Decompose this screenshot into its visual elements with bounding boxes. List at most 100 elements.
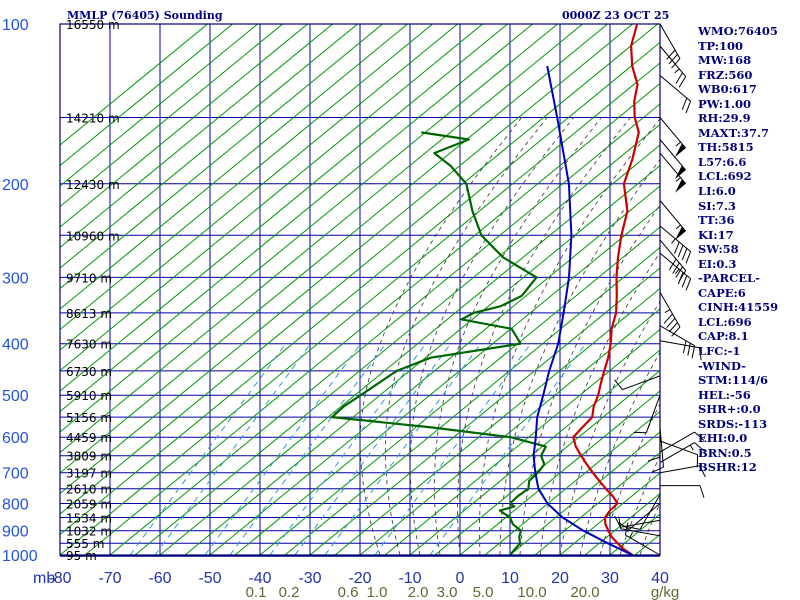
wind-barb-staff: [659, 442, 695, 464]
index-row: KI:17: [698, 227, 734, 242]
index-row: LCL:696: [698, 314, 752, 329]
wind-barb-staff: [659, 431, 695, 453]
mixing-ratio-tick-label: 2.0: [408, 584, 429, 600]
wind-barb-feather: [675, 72, 683, 84]
index-row: LI:6.0: [698, 184, 736, 199]
dry-adiabat-line: [60, 24, 284, 208]
temperature-tick-label: -60: [148, 570, 171, 587]
wind-barb: [659, 465, 706, 478]
index-row: -PARCEL-: [698, 271, 760, 286]
wind-barb: [618, 516, 661, 537]
pressure-unit-label: mb: [33, 570, 55, 587]
wind-barb-feather: [682, 340, 687, 354]
mixing-ratio-labels: 0.1 0.2 0.6 1.0 2.0 3.0 5.0 10.0 20.0 g/kg: [246, 584, 680, 600]
dry-adiabat-line: [60, 24, 559, 433]
mixing-ratio-tick-label: 0.1: [246, 584, 267, 600]
wind-barb-staff: [659, 239, 687, 271]
index-row: L57:6.6: [698, 154, 747, 169]
wind-barb-feather: [681, 275, 688, 288]
dry-adiabat-line: [234, 205, 660, 555]
height-label: 12430 m: [66, 178, 120, 192]
index-row: FRZ:560: [698, 67, 753, 82]
wind-barb-feather: [627, 526, 641, 530]
moist-adiabat-line: [409, 117, 575, 555]
wind-barb: [659, 252, 692, 291]
dry-adiabat-line: [60, 24, 334, 249]
temperature-line: [572, 24, 640, 555]
wind-barb-staff: [659, 340, 700, 349]
dry-adiabat-line: [60, 24, 359, 269]
wind-barb: [659, 340, 702, 361]
temperature-tick-label: 20: [551, 570, 569, 587]
dewpoint-line: [331, 131, 547, 555]
dry-adiabat-line: [60, 24, 484, 372]
index-row: LCL:692: [698, 169, 752, 184]
moist-adiabat-line: [457, 117, 631, 555]
dry-adiabat-line: [60, 24, 659, 515]
index-row: CAP:8.1: [698, 329, 749, 344]
pressure-tick-label: 300: [2, 270, 29, 287]
pressure-tick-label: 500: [2, 388, 29, 405]
height-label: 3197 m: [66, 467, 112, 481]
wind-barb-feather: [694, 442, 705, 452]
wind-barb-staff: [659, 252, 691, 280]
dry-adiabat-line: [109, 103, 660, 555]
wind-barb-half-feather: [689, 444, 694, 451]
wind-barb-feather: [647, 456, 661, 462]
pressure-tick-label: 400: [2, 337, 29, 354]
index-row: WMO:76405: [698, 24, 778, 38]
plot-frame: [59, 23, 661, 557]
wind-barb-feather: [699, 485, 705, 498]
wind-barb-feather: [618, 516, 622, 529]
wind-barb: [659, 325, 696, 359]
temperature-tick-label: -10: [398, 570, 421, 587]
wind-barb: [633, 395, 661, 434]
height-label: 10960 m: [66, 229, 120, 243]
pressure-tick-label: 600: [2, 430, 29, 447]
temperature-tick-label: 30: [601, 570, 619, 587]
wind-barb-staff: [659, 23, 681, 59]
wind-barb-flag: [675, 226, 686, 241]
index-row: LFC:-1: [698, 344, 741, 359]
index-row: SI:7.3: [698, 198, 736, 213]
wind-barb: [614, 375, 661, 391]
wind-barb-feather: [694, 431, 705, 441]
wind-barb-feather: [666, 49, 676, 60]
height-label: 9710 m: [66, 271, 112, 285]
index-row: WB0:617: [698, 82, 757, 97]
temperature-axis-labels: -80 -70 -60 -50 -40 -30 -20 -10 0 10 20 30 40: [48, 570, 669, 587]
wind-barb-feather: [685, 251, 692, 264]
index-row: EI:0.3: [698, 256, 737, 271]
index-row: SW:58: [698, 242, 739, 257]
height-label: 5910 m: [66, 389, 112, 403]
dry-adiabat-line: [60, 24, 584, 454]
index-row: CAPE:6: [698, 285, 746, 300]
wind-barb-feather: [671, 326, 681, 337]
wind-barb: [659, 431, 705, 453]
wind-barb-half-feather: [674, 268, 680, 275]
wind-barb-feather: [677, 272, 684, 285]
dry-adiabat-line: [60, 24, 209, 146]
wind-barb: [659, 225, 692, 264]
index-row: STM:114/6: [698, 373, 769, 388]
moist-adiabat-line: [359, 117, 522, 555]
mixing-ratio-tick-label: 3.0: [437, 584, 458, 600]
wind-barb-feather: [677, 245, 684, 258]
temperature-tick-label: -30: [298, 570, 321, 587]
index-row: -WIND-: [698, 358, 746, 373]
moist-adiabat-line: [385, 117, 548, 555]
wind-barb-feather: [685, 101, 692, 114]
height-labels: 16550 m 14210 m 12430 m 10960 m 9710 m 8613 m…: [66, 18, 120, 563]
index-row: EHI:0.0: [698, 431, 748, 446]
pressure-tick-label: 800: [2, 497, 29, 514]
dry-adiabat-line: [134, 123, 660, 555]
wind-barb: [659, 75, 692, 114]
height-label: 5156 m: [66, 411, 112, 425]
dry-adiabat-line: [60, 24, 459, 351]
parcel-line: [532, 65, 633, 555]
dry-adiabat-line: [60, 62, 660, 555]
dry-adiabat-line: [60, 24, 434, 331]
wind-barb-staff: [659, 200, 687, 232]
dry-adiabat-line: [60, 24, 634, 495]
